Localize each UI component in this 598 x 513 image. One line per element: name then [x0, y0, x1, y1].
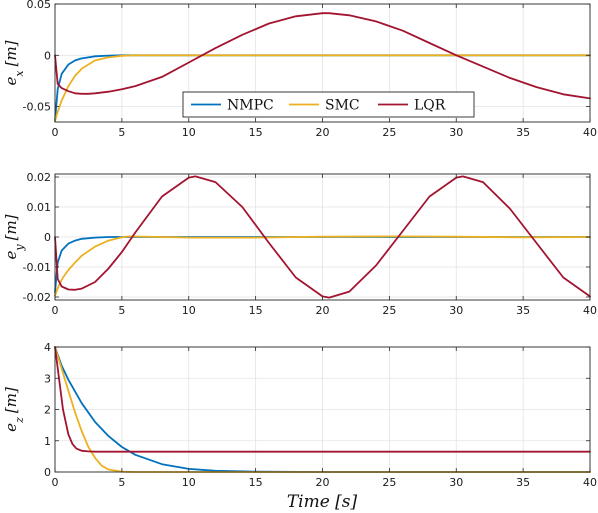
- series-line-nmpc: [54, 236, 591, 294]
- y-axis-label: ez[m]: [2, 387, 26, 432]
- x-tick-label: 30: [449, 304, 463, 317]
- y-axis-label: ey[m]: [2, 214, 26, 259]
- x-tick-label: 5: [118, 126, 125, 139]
- series-line-lqr: [54, 346, 591, 453]
- y-tick-label: 0: [44, 466, 51, 479]
- x-tick-label: 35: [516, 476, 530, 489]
- x-tick-label: 10: [182, 476, 196, 489]
- x-tick-label: 15: [249, 304, 263, 317]
- y-tick-label: 0.05: [27, 0, 52, 11]
- y-tick-label: 0: [44, 231, 51, 244]
- series-line-lqr: [54, 175, 591, 299]
- legend-label-smc: SMC: [325, 98, 360, 114]
- x-tick-label: 30: [449, 476, 463, 489]
- x-tick-label: 25: [382, 304, 396, 317]
- x-tick-label: 5: [118, 304, 125, 317]
- x-tick-label: 15: [249, 126, 263, 139]
- x-tick-label: 40: [583, 126, 597, 139]
- x-tick-label: 25: [382, 476, 396, 489]
- x-tick-label: 15: [249, 476, 263, 489]
- x-tick-label: 0: [52, 476, 59, 489]
- x-axis-label: Time [s]: [287, 492, 358, 512]
- y-tick-label: -0.05: [23, 101, 51, 114]
- panel-ez: 0 5 10 15 20 25 30 35 40 0 1 2 3 4 ez[m]: [2, 341, 597, 489]
- y-tick-label: 0.02: [27, 171, 52, 184]
- x-tick-label: 10: [182, 304, 196, 317]
- x-tick-label: 30: [449, 126, 463, 139]
- x-tick-label: 25: [382, 126, 396, 139]
- legend-label-lqr: LQR: [414, 98, 446, 114]
- x-tick-label: 20: [316, 304, 330, 317]
- x-tick-label: 0: [52, 304, 59, 317]
- legend-label-nmpc: NMPC: [227, 98, 274, 114]
- series-line-smc: [54, 54, 591, 122]
- series-line-lqr: [54, 12, 591, 100]
- y-tick-label: 0.01: [27, 201, 52, 214]
- y-tick-label: 0: [44, 49, 51, 62]
- legend-box: [182, 91, 475, 118]
- y-tick-label: 2: [44, 404, 51, 417]
- y-tick-label: 4: [44, 341, 51, 354]
- x-tick-label: 35: [516, 126, 530, 139]
- panel-ey: 0 5 10 15 20 25 30 35 40 -0.02 -0.01 0 0.01 0.02 ey[m]: [2, 171, 597, 317]
- x-tick-label: 0: [52, 126, 59, 139]
- series-line-nmpc: [54, 54, 591, 122]
- series-line-smc: [54, 235, 591, 297]
- y-tick-label: 1: [44, 435, 51, 448]
- y-tick-label: 3: [44, 372, 51, 385]
- x-tick-label: 20: [316, 476, 330, 489]
- x-tick-label: 40: [583, 476, 597, 489]
- x-tick-label: 10: [182, 126, 196, 139]
- x-tick-label: 5: [118, 476, 125, 489]
- x-tick-label: 20: [316, 126, 330, 139]
- x-tick-label: 40: [583, 304, 597, 317]
- x-tick-label: 35: [516, 304, 530, 317]
- y-tick-label: -0.01: [23, 261, 51, 274]
- y-axis-label: ex[m]: [2, 40, 26, 85]
- y-tick-label: -0.02: [23, 291, 51, 304]
